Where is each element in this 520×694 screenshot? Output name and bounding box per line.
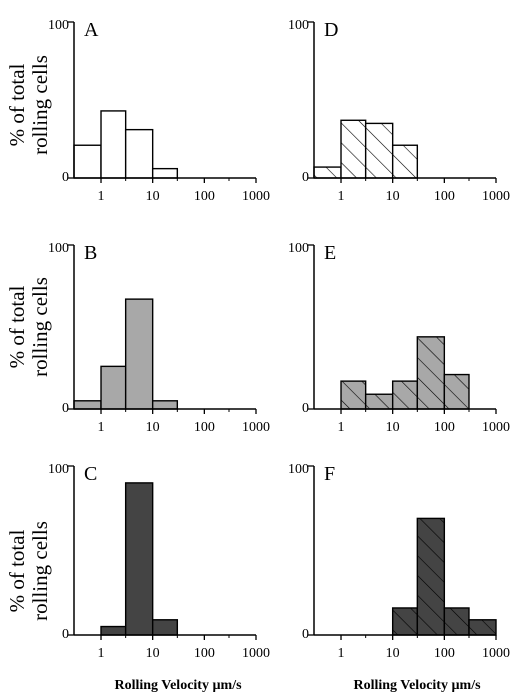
x-tick-label-b-3: 1000 bbox=[242, 420, 270, 435]
x-tick-label-d-2: 100 bbox=[434, 189, 455, 204]
bar-hatch-f-2 bbox=[417, 518, 445, 635]
panel-label-a: A bbox=[84, 19, 99, 41]
bar-hatch-f-1 bbox=[392, 607, 418, 635]
bar-a-1 bbox=[73, 144, 102, 179]
y-tick-label-f-1: 100 bbox=[288, 462, 309, 477]
y-tick-label-a-0: 0 bbox=[62, 170, 69, 185]
ylabel-row1-line2: rolling cells bbox=[28, 55, 52, 155]
panel-a: 0 100 1 10 100 1000 A bbox=[48, 18, 270, 204]
ylabel-row2-line2: rolling cells bbox=[28, 277, 52, 377]
x-tick-label-e-0: 1 bbox=[338, 420, 345, 435]
bar-hatch-d-3 bbox=[365, 123, 393, 178]
bar-b-3 bbox=[124, 298, 154, 410]
x-tick-label-a-3: 1000 bbox=[242, 189, 270, 204]
panel-label-f: F bbox=[324, 463, 335, 485]
x-tick-label-a-2: 100 bbox=[194, 189, 215, 204]
bar-hatch-e-3 bbox=[392, 381, 418, 409]
x-tick-label-a-0: 1 bbox=[98, 189, 105, 204]
panel-e: 0 100 1 10 100 1000 E bbox=[288, 241, 510, 435]
bar-hatch-f-4 bbox=[468, 619, 496, 635]
x-tick-label-d-1: 10 bbox=[386, 189, 400, 204]
ylabel-row3-line1: % of total bbox=[5, 529, 29, 612]
panel-label-b: B bbox=[84, 242, 97, 264]
x-tick-label-b-2: 100 bbox=[194, 420, 215, 435]
x-tick-label-f-1: 10 bbox=[386, 646, 400, 661]
bar-hatch-f-3 bbox=[444, 607, 469, 635]
panel-label-c: C bbox=[84, 463, 97, 485]
x-tick-label-e-3: 1000 bbox=[482, 420, 510, 435]
ylabel-row3-line2: rolling cells bbox=[28, 521, 52, 621]
x-tick-label-c-3: 1000 bbox=[242, 646, 270, 661]
y-tick-label-c-1: 100 bbox=[48, 462, 69, 477]
xlabel-left: Rolling Velocity µm/s bbox=[114, 678, 242, 693]
y-tick-label-b-1: 100 bbox=[48, 241, 69, 256]
x-tick-label-f-0: 1 bbox=[338, 646, 345, 661]
x-tick-label-c-0: 1 bbox=[98, 646, 105, 661]
bar-c-1 bbox=[100, 625, 127, 636]
bar-c-3 bbox=[151, 619, 179, 636]
bar-a-4 bbox=[151, 167, 179, 179]
bar-hatch-e-2 bbox=[365, 394, 393, 409]
x-tick-label-a-1: 10 bbox=[146, 189, 160, 204]
panel-d: 0 100 1 10 100 1000 D bbox=[288, 18, 510, 204]
x-tick-label-d-0: 1 bbox=[338, 189, 345, 204]
y-tick-label-e-0: 0 bbox=[302, 401, 309, 416]
bar-a-3 bbox=[124, 128, 154, 179]
panel-b: 0 100 1 10 100 1000 B bbox=[48, 241, 270, 435]
x-tick-label-d-3: 1000 bbox=[482, 189, 510, 204]
panel-label-e: E bbox=[324, 242, 336, 264]
bar-b-1 bbox=[73, 400, 102, 410]
y-tick-label-e-1: 100 bbox=[288, 241, 309, 256]
x-tick-label-e-1: 10 bbox=[386, 420, 400, 435]
bar-c-2 bbox=[124, 482, 154, 636]
bar-hatch-d-4 bbox=[392, 145, 418, 178]
x-tick-label-b-0: 1 bbox=[98, 420, 105, 435]
x-tick-label-f-3: 1000 bbox=[482, 646, 510, 661]
y-tick-label-d-1: 100 bbox=[288, 18, 309, 33]
ylabel-row1-line1: % of total bbox=[5, 63, 29, 146]
panel-c: 0 100 1 10 100 1000 C bbox=[48, 462, 270, 661]
bar-hatch-d-1 bbox=[314, 167, 342, 178]
bar-b-2 bbox=[100, 365, 127, 410]
x-tick-label-e-2: 100 bbox=[434, 420, 455, 435]
x-tick-label-c-1: 10 bbox=[146, 646, 160, 661]
xlabel-right: Rolling Velocity µm/s bbox=[353, 678, 481, 693]
y-tick-label-c-0: 0 bbox=[62, 627, 69, 642]
y-tick-label-a-1: 100 bbox=[48, 18, 69, 33]
bar-hatch-e-5 bbox=[444, 374, 469, 409]
panel-f: 0 100 1 10 100 1000 F bbox=[288, 462, 510, 661]
bar-hatch-e-1 bbox=[341, 381, 366, 409]
panel-label-d: D bbox=[324, 19, 338, 41]
bar-a-2 bbox=[100, 110, 127, 179]
bar-hatch-d-2 bbox=[341, 120, 366, 178]
bar-b-4 bbox=[151, 400, 179, 410]
x-tick-label-b-1: 10 bbox=[146, 420, 160, 435]
bar-hatch-e-4 bbox=[417, 336, 445, 409]
x-tick-label-c-2: 100 bbox=[194, 646, 215, 661]
ylabel-row2-line1: % of total bbox=[5, 285, 29, 368]
y-tick-label-b-0: 0 bbox=[62, 401, 69, 416]
y-tick-label-d-0: 0 bbox=[302, 170, 309, 185]
x-tick-label-f-2: 100 bbox=[434, 646, 455, 661]
y-tick-label-f-0: 0 bbox=[302, 627, 309, 642]
